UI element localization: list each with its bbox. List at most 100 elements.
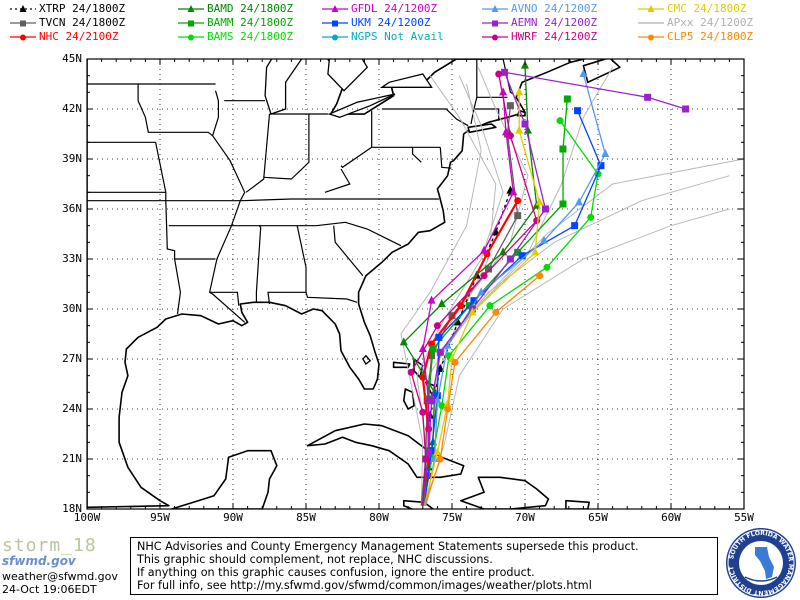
legend-label: TVCN 24/1800Z bbox=[39, 16, 126, 29]
track-marker bbox=[430, 454, 439, 462]
track-marker bbox=[501, 68, 509, 76]
track-marker bbox=[433, 322, 441, 330]
state-border bbox=[168, 221, 402, 247]
lake-huron bbox=[327, 59, 369, 92]
track-marker bbox=[480, 245, 489, 254]
track-marker bbox=[453, 317, 462, 326]
track-hwrf bbox=[407, 70, 541, 506]
legend-item: BAMS 24/1800Z bbox=[178, 30, 293, 43]
lake-ontario bbox=[379, 73, 433, 88]
state-border bbox=[412, 147, 422, 163]
track-marker bbox=[563, 95, 571, 103]
state-border bbox=[333, 225, 364, 277]
track-marker bbox=[523, 125, 532, 134]
track-marker bbox=[531, 247, 540, 256]
track-marker bbox=[457, 302, 465, 310]
legend-item: NGPS Not Avail bbox=[322, 30, 444, 43]
timestamp: 24-Oct 19:06EDT bbox=[2, 583, 97, 596]
track-marker bbox=[444, 405, 452, 413]
lon-label: 70W bbox=[515, 511, 535, 524]
legend-swatch bbox=[638, 22, 664, 24]
track-marker bbox=[470, 297, 478, 305]
legend-swatch bbox=[322, 5, 348, 12]
land-jamaica bbox=[402, 499, 434, 509]
track-marker bbox=[506, 102, 514, 110]
track-marker bbox=[644, 93, 652, 101]
lon-label: 100W bbox=[73, 511, 101, 524]
track-marker bbox=[536, 272, 544, 280]
track-marker bbox=[491, 5, 499, 12]
lat-label: 18N bbox=[62, 502, 82, 515]
legend-item: AEMN 24/1200Z bbox=[482, 16, 597, 29]
lat-label: 33N bbox=[62, 252, 82, 265]
lake-okeechobee bbox=[362, 354, 372, 365]
track-marker bbox=[597, 162, 605, 170]
legend-swatch bbox=[10, 34, 36, 41]
sfwmd-seal-icon: SOUTH FLORIDA WATER MANAGEMENT DISTRICT bbox=[726, 528, 796, 598]
disclaimer-line: For full info, see http://my.sfwmd.gov/s… bbox=[137, 579, 592, 592]
track-marker bbox=[188, 20, 194, 27]
legend-item: TVCN 24/1800Z bbox=[10, 16, 125, 29]
lat-label: 42N bbox=[62, 102, 82, 115]
legend-item: UKM 24/1200Z bbox=[322, 16, 430, 29]
legend-label: BAMS 24/1800Z bbox=[207, 30, 294, 43]
legend-item: BAMD 24/1800Z bbox=[178, 2, 293, 15]
track-marker bbox=[506, 255, 514, 263]
track-marker bbox=[435, 333, 443, 341]
lon-label: 65W bbox=[588, 511, 608, 524]
state-border bbox=[470, 59, 478, 125]
lat-label: 39N bbox=[62, 152, 82, 165]
track-marker bbox=[521, 120, 529, 128]
track-marker bbox=[451, 358, 459, 366]
map-panel: 45N 42N 39N 36N 33N 30N 27N 24N 21N 18N 100W 95W 90W… bbox=[0, 44, 800, 534]
track-marker bbox=[575, 197, 584, 206]
lon-label: 85W bbox=[296, 511, 316, 524]
track-marker bbox=[332, 20, 338, 27]
track-marker bbox=[492, 308, 500, 316]
land-hispaniola bbox=[459, 476, 550, 509]
track-marker bbox=[514, 212, 522, 220]
disclaimer-line: This graphic should complement, not repl… bbox=[137, 553, 493, 566]
state-border bbox=[324, 168, 351, 193]
track-marker bbox=[533, 217, 541, 225]
legend-item: AVNO 24/1200Z bbox=[482, 2, 597, 15]
legend-swatch bbox=[638, 34, 664, 41]
track-line bbox=[423, 275, 541, 506]
legend-swatch bbox=[10, 5, 36, 12]
lat-label: 24N bbox=[62, 402, 82, 415]
track-marker bbox=[492, 34, 498, 41]
track-marker bbox=[332, 34, 338, 41]
track-marker bbox=[514, 197, 522, 205]
map-plot-area bbox=[87, 59, 744, 509]
track-marker bbox=[509, 187, 518, 196]
track-marker bbox=[422, 455, 430, 463]
legend-label: NHC 24/2100Z bbox=[39, 30, 119, 43]
track-marker bbox=[443, 340, 452, 349]
track-marker bbox=[436, 348, 444, 356]
track-marker bbox=[443, 399, 452, 407]
legend-swatch bbox=[482, 34, 508, 41]
sfwmd-logo-text: sfwmd.gov bbox=[2, 554, 76, 568]
track-marker bbox=[647, 5, 655, 12]
track-marker bbox=[428, 397, 436, 405]
legend-label: AEMN 24/1200Z bbox=[511, 16, 598, 29]
legend-item: GFDL 24/1200Z bbox=[322, 2, 437, 15]
track-marker bbox=[418, 344, 427, 352]
legend-label: BAMM 24/1800Z bbox=[207, 16, 294, 29]
track-marker bbox=[574, 107, 582, 115]
track-marker bbox=[407, 368, 415, 376]
track-marker bbox=[187, 5, 195, 12]
legend-swatch bbox=[178, 5, 204, 12]
legend-label: APxx 24/1200Z bbox=[667, 16, 754, 29]
land-us-mainland bbox=[87, 59, 572, 509]
lat-label: 27N bbox=[62, 352, 82, 365]
land-andros bbox=[402, 388, 415, 410]
lat-label: 30N bbox=[62, 302, 82, 315]
track-marker bbox=[429, 345, 437, 353]
state-border bbox=[255, 225, 262, 303]
legend-item: APxx 24/1200Z bbox=[638, 16, 753, 29]
track-marker bbox=[518, 252, 526, 260]
track-marker bbox=[579, 69, 588, 77]
track-marker bbox=[419, 408, 427, 416]
contact-email: weather@sfwmd.gov bbox=[2, 570, 118, 583]
